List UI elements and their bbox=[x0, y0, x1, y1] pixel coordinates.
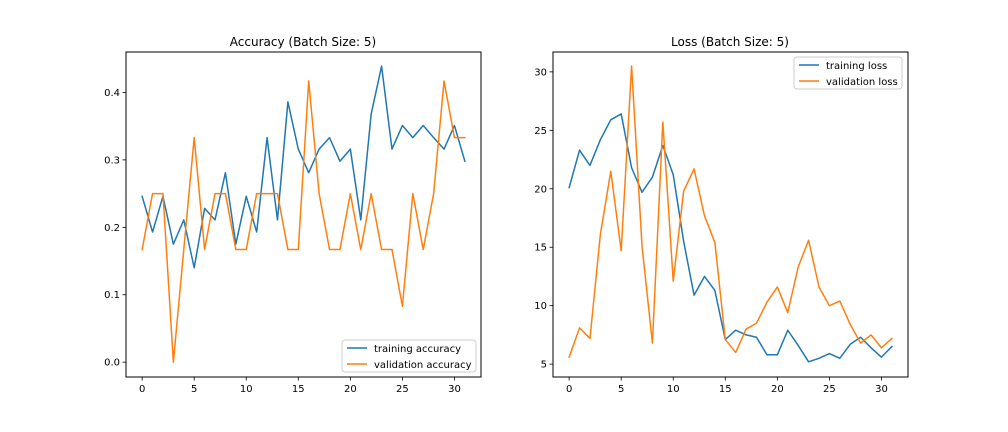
legend-label-validation-loss: validation loss bbox=[826, 77, 898, 88]
y-tick-label: 15 bbox=[534, 243, 547, 254]
x-tick-label: 0 bbox=[139, 384, 145, 395]
y-tick-label: 30 bbox=[534, 67, 547, 78]
y-tick-label: 5 bbox=[541, 360, 547, 371]
legend-label-training-loss: training loss bbox=[826, 61, 887, 72]
plot-area: 0 5 10 15 20 25 30 5 10 15 20 25 30 bbox=[534, 65, 893, 395]
accuracy-chart: Accuracy (Batch Size: 5) 0 5 10 15 20 25 30 0.0… bbox=[104, 35, 482, 395]
legend-frame bbox=[793, 56, 903, 90]
series-line-validation-accuracy bbox=[141, 80, 466, 363]
series-line-training-loss bbox=[568, 113, 893, 363]
plot-area: 0 5 10 15 20 25 30 0.0 0.1 0.2 0.3 0.4 bbox=[104, 65, 466, 395]
x-tick-label: 5 bbox=[618, 384, 624, 395]
y-tick-label: 10 bbox=[534, 301, 547, 312]
x-tick-label: 10 bbox=[240, 384, 253, 395]
x-tick-label: 20 bbox=[344, 384, 357, 395]
legend-frame bbox=[341, 339, 477, 373]
y-tick-label: 0.4 bbox=[104, 88, 120, 99]
x-tick-label: 25 bbox=[396, 384, 409, 395]
chart-title: Accuracy (Batch Size: 5) bbox=[230, 35, 376, 49]
y-tick-label: 25 bbox=[534, 126, 547, 137]
plot-frame bbox=[552, 51, 909, 378]
x-tick-label: 30 bbox=[448, 384, 461, 395]
legend: training accuracy validation accuracy bbox=[341, 339, 477, 373]
y-tick-label: 0.2 bbox=[104, 223, 120, 234]
series-line-validation-loss bbox=[568, 65, 893, 359]
legend-label-training-accuracy: training accuracy bbox=[374, 344, 461, 355]
y-tick-label: 0.0 bbox=[104, 358, 120, 369]
x-tick-label: 5 bbox=[191, 384, 197, 395]
x-tick-label: 30 bbox=[875, 384, 888, 395]
y-tick-label: 0.3 bbox=[104, 155, 120, 166]
plot-frame bbox=[125, 51, 482, 378]
x-tick-label: 15 bbox=[292, 384, 305, 395]
x-tick-label: 25 bbox=[823, 384, 836, 395]
y-tick-label: 0.1 bbox=[104, 290, 120, 301]
y-tick-label: 20 bbox=[534, 184, 547, 195]
x-tick-label: 10 bbox=[667, 384, 680, 395]
loss-chart: Loss (Batch Size: 5) 0 5 10 15 20 25 30 5 10 15 20… bbox=[534, 35, 909, 395]
legend: training loss validation loss bbox=[793, 56, 903, 90]
x-tick-label: 20 bbox=[771, 384, 784, 395]
chart-title: Loss (Batch Size: 5) bbox=[671, 35, 789, 49]
legend-label-validation-accuracy: validation accuracy bbox=[374, 360, 472, 371]
x-tick-label: 15 bbox=[719, 384, 732, 395]
x-tick-label: 0 bbox=[566, 384, 572, 395]
